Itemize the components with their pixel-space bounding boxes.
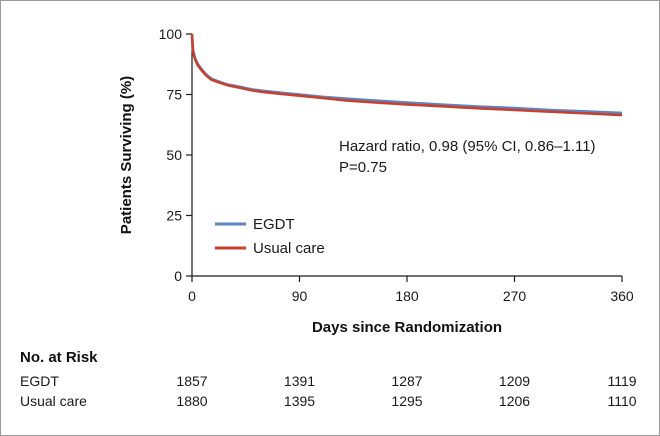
risk-row-label-usual-care: Usual care xyxy=(20,393,87,409)
risk-value: 1119 xyxy=(607,373,636,389)
risk-table-values: 1857 1391 1287 1209 1119 1880 1395 1295 1206 1110 xyxy=(176,373,636,409)
y-tick-label: 100 xyxy=(159,26,183,42)
x-tick-label: 270 xyxy=(503,288,527,304)
risk-value: 1395 xyxy=(284,393,315,409)
risk-value: 1287 xyxy=(391,373,422,389)
y-tick-label: 75 xyxy=(166,87,182,103)
risk-row-label-egdt: EGDT xyxy=(20,373,59,389)
survival-curve-egdt xyxy=(190,33,623,115)
risk-value: 1880 xyxy=(176,393,207,409)
risk-value: 1209 xyxy=(499,373,530,389)
x-tick-label: 180 xyxy=(395,288,419,304)
x-axis-title: Days since Randomization xyxy=(312,319,502,336)
risk-value: 1110 xyxy=(607,393,636,409)
legend-label-egdt: EGDT xyxy=(253,216,295,233)
survival-curve-usual-care xyxy=(190,33,623,117)
axes: 0 25 50 75 100 0 90 180 270 360 xyxy=(159,26,634,304)
x-tick-label: 0 xyxy=(188,288,196,304)
y-axis-title: Patients Surviving (%) xyxy=(118,76,135,234)
risk-value: 1391 xyxy=(284,373,315,389)
survival-curves xyxy=(190,33,623,117)
risk-value: 1206 xyxy=(499,393,530,409)
legend-label-usual-care: Usual care xyxy=(253,240,325,257)
legend: EGDT Usual care xyxy=(215,216,325,257)
y-tick-label: 0 xyxy=(174,268,182,284)
y-tick-label: 25 xyxy=(166,208,182,224)
x-tick-label: 90 xyxy=(292,288,308,304)
p-value-annotation: P=0.75 xyxy=(339,159,387,176)
risk-value: 1295 xyxy=(391,393,422,409)
risk-table-title: No. at Risk xyxy=(20,349,98,366)
x-tick-label: 360 xyxy=(610,288,634,304)
risk-value: 1857 xyxy=(176,373,207,389)
hazard-ratio-annotation: Hazard ratio, 0.98 (95% CI, 0.86–1.11) xyxy=(339,138,596,155)
risk-table: No. at Risk EGDT Usual care 1857 1391 1287… xyxy=(20,349,637,409)
y-tick-label: 50 xyxy=(166,147,182,163)
